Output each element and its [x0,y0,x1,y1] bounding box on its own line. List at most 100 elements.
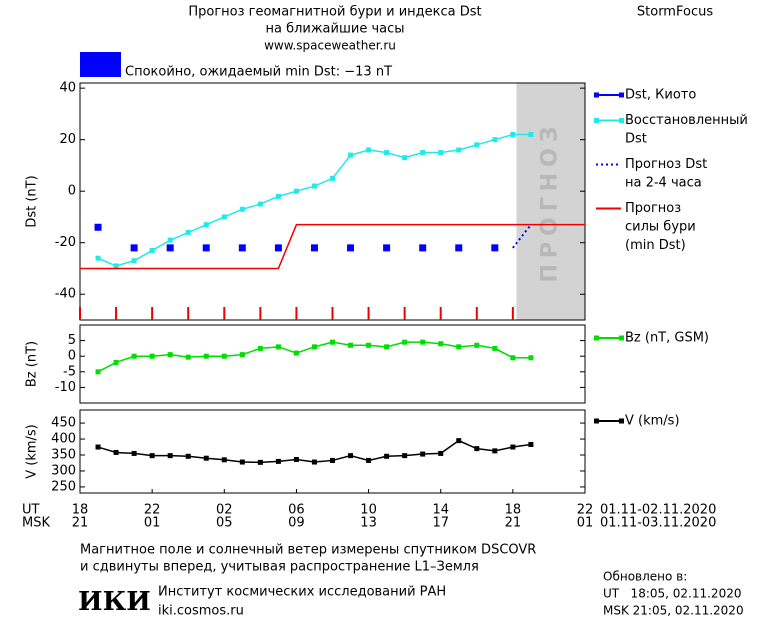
x2-range-label: 01.11-03.11.2020 [600,516,716,531]
y-tick-label: 400 [51,432,76,447]
series-marker [491,244,499,252]
site: www.spaceweather.ru [264,39,396,53]
y-tick-label: 0 [68,184,76,199]
x2-axis-label: MSK [22,516,50,531]
updated: MSK 21:05, 02.11.2020 [603,604,744,618]
series-marker [528,355,534,361]
series-marker [149,247,155,253]
y-tick-label: -40 [55,287,76,302]
series-line [80,223,585,270]
legend-label: Dst, Киото [625,88,696,103]
series-marker [275,193,281,199]
series-marker [203,353,209,359]
series-marker [239,206,245,212]
series-marker [167,237,173,243]
series-marker [311,183,317,189]
legend-marker [619,418,624,424]
series-marker [348,342,354,348]
legend-label: (min Dst) [625,238,686,253]
x-tick-label: 10 [360,503,377,518]
series-marker [402,339,408,345]
series-marker [257,201,263,207]
series-marker [130,244,138,252]
series-marker [474,446,480,452]
series-marker [528,441,534,447]
series-marker [366,147,372,153]
series-marker [348,152,354,158]
series-marker [238,244,246,252]
series-marker [131,450,137,456]
series-marker [95,444,101,450]
series-marker [510,444,516,450]
series-marker [149,453,155,459]
y-tick-label: 20 [59,132,76,147]
series-marker [330,175,335,181]
series-marker [221,214,227,220]
series-marker [528,132,534,138]
series-marker [456,147,462,153]
series-marker [131,353,137,359]
x2-tick-label: 09 [288,516,305,531]
y-tick-label: 5 [68,333,76,348]
series-marker [402,155,408,161]
series-marker [420,150,426,156]
series-marker [330,457,335,463]
series-marker [366,457,372,463]
x2-tick-label: 21 [505,516,522,531]
x2-tick-label: 05 [216,516,233,531]
legend-label: силы бури [625,220,696,235]
y-tick-label: 450 [51,416,76,431]
status-indicator [80,52,121,77]
series-marker [203,455,209,461]
series-marker [274,244,282,252]
series-marker [348,453,354,459]
title: Прогноз геомагнитной бури и индекса Dst [188,5,481,20]
note: и сдвинуты вперед, учитывая распростране… [80,560,479,575]
series-marker [492,345,498,351]
x2-tick-label: 01 [144,516,161,531]
series-marker [510,132,516,138]
series-marker [293,188,299,194]
legend-label: на 2-4 часа [625,176,702,191]
series-marker [474,142,480,148]
y-axis-label: V (km/s) [25,424,40,479]
series-marker [239,459,245,465]
plot-frame [79,324,586,404]
series-marker [293,456,299,462]
series-marker [438,341,444,347]
series-marker [311,344,317,350]
series-marker [438,450,444,456]
forecast-label: ПРОГНОЗ [538,120,563,282]
series-marker [95,255,101,261]
legend-marker [619,335,624,341]
series-marker [257,345,263,351]
series-marker [366,342,372,348]
series-marker [310,244,318,252]
legend-label: Прогноз [625,201,681,216]
series-marker [384,453,390,459]
series-marker [185,354,191,360]
series-marker [221,353,227,359]
legend-label: Dst [625,132,647,147]
series-marker [167,453,173,459]
updated: Обновлено в: [603,570,687,584]
series-marker [113,449,119,455]
note: Магнитное поле и солнечный ветер измерен… [80,543,536,558]
series-marker [275,344,281,350]
series-marker [202,244,210,252]
y-tick-label: 300 [51,463,76,478]
series-marker [456,344,462,350]
x-tick-label: 14 [432,503,449,518]
legend-marker [594,92,599,98]
series-marker [275,458,281,464]
series-marker [402,453,408,459]
logo: ИКИ [78,587,151,617]
y-tick-label: -10 [55,380,76,395]
series-marker [419,244,427,252]
x-tick-label: 18 [72,503,89,518]
series-marker [113,263,119,269]
series-marker [185,453,191,459]
series-marker [510,355,516,361]
series-marker [492,448,498,454]
series-marker [330,339,335,345]
